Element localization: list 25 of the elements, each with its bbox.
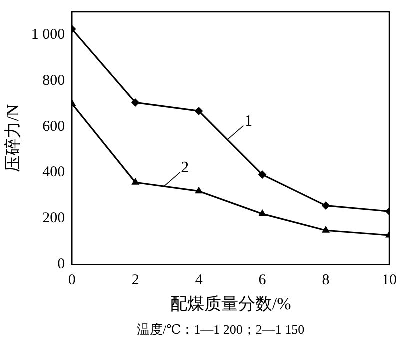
point	[132, 98, 140, 107]
y-tick-label: 600	[42, 118, 66, 135]
x-axis-title: 配煤质量分数/%	[170, 294, 292, 314]
point	[259, 210, 266, 216]
point	[258, 171, 266, 179]
x-tick-label: 6	[258, 272, 267, 289]
y-tick-label: 800	[42, 72, 66, 89]
x-tick-label: 0	[68, 272, 76, 289]
x-tick-label: 2	[132, 272, 140, 289]
point	[196, 188, 202, 194]
point	[322, 202, 330, 210]
series-label: 1	[244, 113, 253, 130]
x-tick-label: 4	[195, 272, 204, 289]
y-tick-label: 200	[42, 210, 66, 227]
point	[195, 107, 203, 116]
x-tick-label: 8	[322, 272, 330, 289]
y-tick-label: 400	[42, 164, 66, 181]
y-tick-label: 0	[58, 256, 66, 273]
series-label: 2	[181, 160, 190, 177]
point	[132, 178, 140, 185]
x-tick-label: 10	[382, 272, 397, 289]
y-axis-title: 压碎力/N	[4, 104, 23, 172]
point	[322, 226, 330, 233]
y-tick-label: 1 000	[31, 26, 66, 43]
text: 温度/℃：1—1 200；2—1 150	[136, 322, 305, 337]
